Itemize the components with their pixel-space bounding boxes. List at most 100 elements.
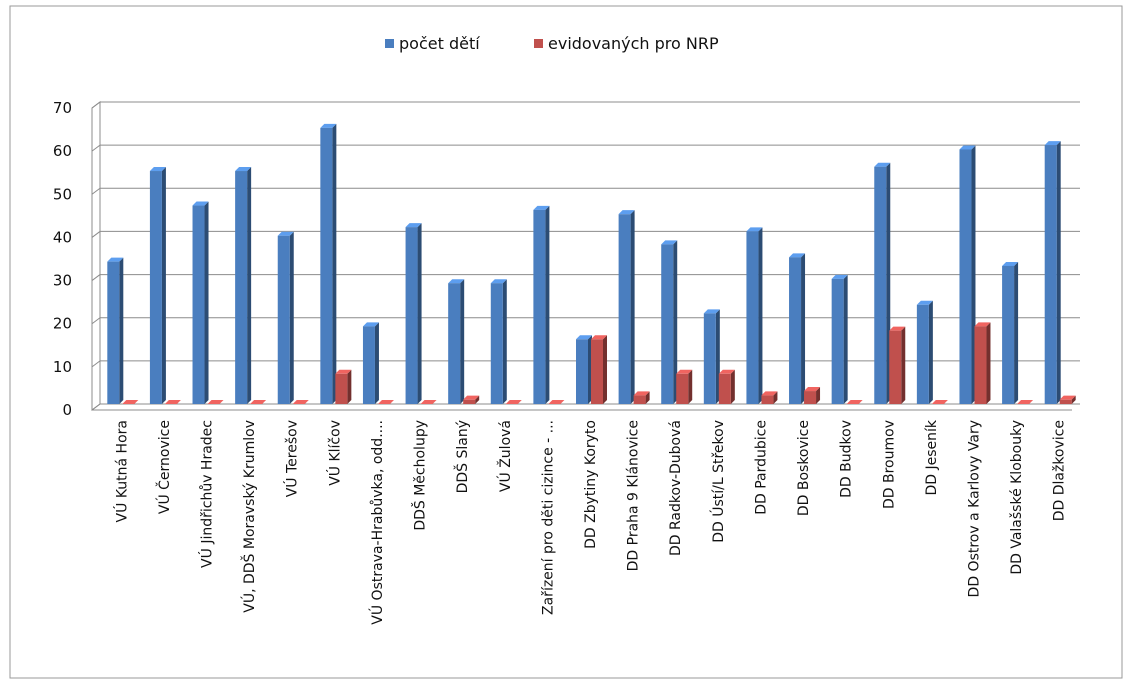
x-category-label: DDŠ Měcholupy (411, 420, 429, 531)
bar-top (1044, 141, 1061, 146)
bar-front (718, 373, 731, 404)
bar-side (204, 201, 209, 404)
bar-top (591, 335, 607, 340)
x-category-label: VÚ Jindřichův Hradec (198, 420, 216, 568)
bar-top (889, 326, 906, 331)
bar-top (916, 300, 933, 305)
x-category-label: DD Pardubice (753, 420, 769, 515)
x-category-label: DD Praha 9 Klánovice (626, 420, 642, 571)
y-tick-label: 0 (62, 401, 72, 419)
bar-side (545, 205, 550, 404)
bar-front (235, 171, 248, 404)
bar-series-2 (164, 400, 181, 404)
x-category-label: DD Valašské Klobouky (1009, 420, 1025, 575)
bar-side (1071, 395, 1076, 404)
bar-front (703, 313, 716, 404)
y-tick-label: 60 (53, 142, 72, 160)
bar-series-2 (1017, 400, 1034, 404)
bar-series-1 (661, 240, 678, 404)
bar-top (405, 223, 422, 228)
bar-top (448, 279, 465, 284)
bar-top (463, 395, 480, 400)
bar-front (107, 261, 120, 404)
bar-top (703, 309, 720, 314)
x-category-label: DD Jeseník (924, 419, 940, 495)
bar-front (618, 214, 631, 404)
bar-top (959, 145, 976, 150)
bar-top (377, 400, 394, 404)
bar-front (804, 391, 817, 404)
bar-top (490, 279, 507, 284)
x-category-label: Zařízení pro děti cizince - ... (540, 420, 556, 615)
bar-top (718, 369, 735, 374)
bar-top (235, 167, 252, 172)
legend-swatch-series-1 (385, 39, 394, 48)
bar-top (250, 400, 267, 404)
bar-series-1 (235, 167, 252, 404)
bar-top (107, 257, 124, 262)
bar-front (448, 283, 461, 404)
bar-series-1 (916, 300, 933, 404)
bar-front (761, 395, 774, 404)
bar-top (1059, 395, 1076, 400)
bar-series-1 (405, 223, 422, 404)
x-category-label: DD Ostrov a Karlovy Vary (966, 420, 982, 597)
bar-front (1002, 265, 1015, 404)
bar-front (633, 395, 646, 404)
bar-top (931, 400, 948, 404)
x-category-label: DD Radkov-Dubová (668, 420, 684, 556)
bar-top (505, 400, 522, 404)
bar-top (533, 205, 550, 210)
bar-series-2 (505, 400, 522, 404)
x-category-label: DD Broumov (881, 420, 897, 509)
bar-top (874, 162, 891, 167)
bar-series-2 (335, 369, 352, 404)
bar-series-2 (633, 391, 650, 404)
bar-side (758, 227, 763, 404)
bar-front (959, 149, 972, 404)
legend: počet dětí evidovaných pro NRP (385, 34, 719, 53)
x-category-label: VÚ Kutná Hora (112, 420, 130, 522)
bar-top (548, 400, 565, 404)
bar-front (916, 304, 929, 404)
bar-side (247, 167, 252, 404)
gridline-depth (91, 360, 101, 368)
bar-top (149, 167, 166, 172)
bar-side (843, 274, 848, 404)
bar-top (192, 201, 209, 206)
x-category-label: VÚ Žulová (496, 420, 514, 492)
bar-series-1 (703, 309, 720, 404)
bar-series-1 (618, 210, 635, 404)
bar-series-2 (676, 369, 693, 404)
bar-front (661, 244, 674, 404)
bar-front (149, 171, 162, 404)
bar-front (362, 326, 375, 404)
bar-series-1 (959, 145, 976, 404)
bar-front (746, 231, 759, 404)
bar-series-2 (463, 395, 480, 404)
bar-side (801, 253, 806, 404)
y-tick-label: 70 (53, 99, 72, 117)
bar-side (816, 387, 821, 404)
legend-label-series-1: počet dětí (399, 34, 480, 53)
bar-front (591, 339, 603, 404)
bar-series-1 (149, 167, 166, 404)
bar-top (1017, 400, 1034, 404)
bar-side (475, 395, 480, 404)
bar-top (207, 400, 224, 404)
bar-side (928, 300, 933, 404)
bar-side (673, 240, 678, 404)
gridline-depth (91, 101, 101, 109)
bar-front (1059, 399, 1072, 404)
x-category-label: VÚ Černovice (155, 420, 173, 514)
bar-side (603, 335, 607, 404)
bar-front (831, 278, 844, 404)
bar-series-1 (277, 231, 294, 404)
bar-front (676, 373, 689, 404)
bar-series-2 (804, 387, 821, 404)
x-category-label: DD Zbytiny Koryto (583, 420, 599, 549)
bar-front (490, 283, 503, 404)
bar-side (901, 326, 906, 404)
